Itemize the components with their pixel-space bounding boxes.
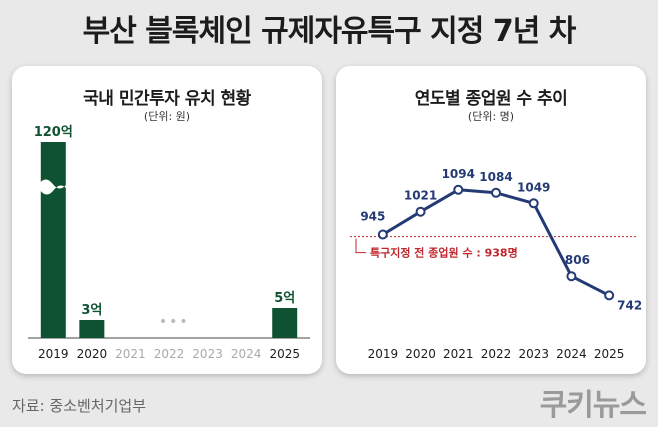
employee-value-label: 1084 <box>479 170 512 184</box>
headline: 부산 블록체인 규제자유특구 지정 7년 차 <box>82 14 577 49</box>
employee-point-2019 <box>377 229 388 240</box>
employee-value-label: 1094 <box>442 167 475 181</box>
bar-value-label: 120억 <box>34 125 73 140</box>
investment-bar-chart: 2019 120억 2020 3억 2021 2022 2023 2024 2025 5억 ••• <box>28 125 310 361</box>
employee-point-2025 <box>604 290 615 301</box>
line-x-tick-label: 2021 <box>443 347 474 361</box>
bar-value-label: 5억 <box>274 291 295 306</box>
line-x-tick-label: 2020 <box>405 347 436 361</box>
line-x-tick-label: 2022 <box>481 347 512 361</box>
investment-chart-card: 국내 민간투자 유치 현황 (단위: 원) 2019 120억 2020 3억 2021… <box>12 66 322 374</box>
employee-line-chart: 특구지정 전 종업원 수 : 938명 945 2019 1021 2020 1094 20… <box>350 167 642 361</box>
employee-chart-card: 연도별 종업원 수 추이 (단위: 명) 특구지정 전 종업원 수 : 938명… <box>336 66 646 374</box>
line-x-tick-label: 2024 <box>556 347 587 361</box>
employee-value-label: 742 <box>617 298 642 312</box>
bar-2020 <box>79 320 105 338</box>
employee-chart-title: 연도별 종업원 수 추이 <box>414 89 568 109</box>
employee-point-2020 <box>415 206 426 217</box>
bar-missing-data-marker: ••• <box>159 314 190 330</box>
line-x-tick-label: 2025 <box>594 347 625 361</box>
bar-value-label: 3억 <box>81 303 102 318</box>
line-x-tick-label: 2019 <box>368 347 399 361</box>
reference-leader <box>355 238 366 254</box>
employee-point-2023 <box>528 198 539 209</box>
brand-logo: 쿠키뉴스 <box>539 388 647 423</box>
bar-x-tick-label: 2022 <box>154 347 185 361</box>
reference-label: 특구지정 전 종업원 수 : 938명 <box>370 246 518 260</box>
bar-x-tick-label: 2023 <box>192 347 223 361</box>
employee-chart-unit: (단위: 명) <box>467 110 515 123</box>
source-note: 자료: 중소벤처기업부 <box>12 397 147 415</box>
bar-x-tick-label: 2025 <box>269 347 300 361</box>
employee-value-label: 1021 <box>404 189 437 203</box>
bar-x-tick-label: 2021 <box>115 347 146 361</box>
bar-2019 <box>40 142 66 338</box>
line-x-tick-label: 2023 <box>518 347 549 361</box>
bar-x-tick-label: 2024 <box>231 347 262 361</box>
employee-series-line <box>382 188 610 297</box>
employee-point-2022 <box>491 187 501 198</box>
bar-x-tick-label: 2019 <box>38 347 69 361</box>
employee-point-2021 <box>453 184 464 195</box>
investment-chart-title: 국내 민간투자 유치 현황 <box>83 89 251 109</box>
employee-value-label: 1049 <box>517 180 550 194</box>
bar-x-tick-label: 2020 <box>77 347 108 361</box>
bar-2025 <box>272 308 298 338</box>
employee-value-label: 945 <box>360 210 385 224</box>
employee-point-2024 <box>566 271 577 282</box>
investment-chart-unit: (단위: 원) <box>143 110 191 123</box>
employee-value-label: 806 <box>565 253 590 267</box>
bar-axis-break <box>38 179 68 195</box>
